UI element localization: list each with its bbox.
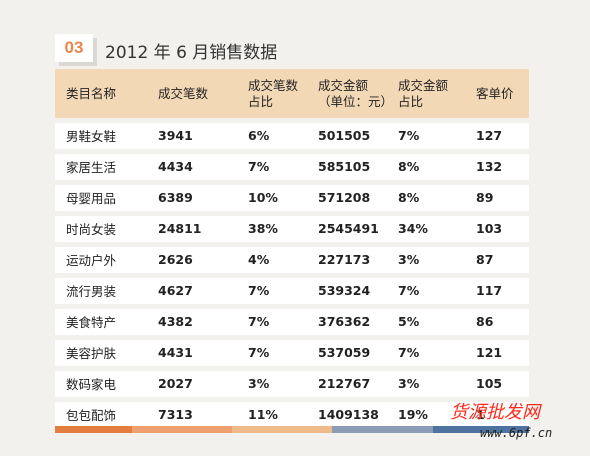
color-bar-segment xyxy=(132,426,232,433)
table-row: 数码家电 2027 3% 212767 3% 105 xyxy=(55,370,529,397)
cell-amount-share: 8% xyxy=(398,159,420,175)
color-bar-segment xyxy=(332,426,433,433)
cell-amount-share: 7% xyxy=(398,283,420,299)
watermark-text: 货源批发网 xyxy=(450,402,540,423)
cell-order-count: 2626 xyxy=(158,252,193,268)
table-row: 男鞋女鞋 3941 6% 501505 7% 127 xyxy=(55,122,529,149)
header-order-share: 成交笔数 占比 xyxy=(248,77,299,109)
cell-amount-share: 7% xyxy=(398,345,420,361)
cell-category: 美食特产 xyxy=(66,315,117,331)
cell-category: 美容护肤 xyxy=(66,346,117,362)
cell-amount-share: 3% xyxy=(398,376,420,392)
cell-order-count: 3941 xyxy=(158,128,193,144)
cell-avg-order-value: 117 xyxy=(476,283,503,299)
header-amount-share: 成交金额 占比 xyxy=(398,77,449,109)
header-avg-order-value: 客单价 xyxy=(476,85,514,101)
color-bar-segment xyxy=(433,426,529,433)
cell-amount: 571208 xyxy=(318,190,371,206)
table-row: 美容护肤 4431 7% 537059 7% 121 xyxy=(55,339,529,366)
cell-amount: 227173 xyxy=(318,252,371,268)
header-amount: 成交金额 （单位：元） xyxy=(318,77,394,109)
cell-amount-share: 7% xyxy=(398,128,420,144)
cell-amount: 537059 xyxy=(318,345,371,361)
watermark-url: www.6pf.cn xyxy=(480,426,553,440)
sales-table: 类目名称 成交笔数 成交笔数 占比 成交金额 （单位：元） 成交金额 占比 客单… xyxy=(55,69,529,428)
table-row: 母婴用品 6389 10% 571208 8% 89 xyxy=(55,184,529,211)
cell-order-share: 4% xyxy=(248,252,270,268)
cell-avg-order-value: 121 xyxy=(476,345,503,361)
cell-category: 流行男装 xyxy=(66,284,117,300)
cell-category: 母婴用品 xyxy=(66,191,117,207)
cell-order-count: 4382 xyxy=(158,314,193,330)
cell-avg-order-value: 86 xyxy=(476,314,494,330)
cell-avg-order-value: 87 xyxy=(476,252,494,268)
table-row: 运动户外 2626 4% 227173 3% 87 xyxy=(55,246,529,273)
cell-avg-order-value: 127 xyxy=(476,128,503,144)
cell-category: 运动户外 xyxy=(66,253,117,269)
section-number-badge: 03 xyxy=(55,34,93,62)
cell-amount-share: 34% xyxy=(398,221,428,237)
color-bar-segment xyxy=(55,426,132,433)
cell-order-count: 4627 xyxy=(158,283,193,299)
table-row: 包包配饰 7313 11% 1409138 19% 1 xyxy=(55,401,529,428)
cell-avg-order-value: 1 xyxy=(476,407,485,423)
cell-order-share: 11% xyxy=(248,407,278,423)
header-order-count: 成交笔数 xyxy=(158,85,209,101)
cell-order-count: 4434 xyxy=(158,159,193,175)
header-category: 类目名称 xyxy=(66,85,117,101)
table-header: 类目名称 成交笔数 成交笔数 占比 成交金额 （单位：元） 成交金额 占比 客单… xyxy=(55,69,529,118)
cell-amount: 539324 xyxy=(318,283,371,299)
cell-amount-share: 19% xyxy=(398,407,428,423)
table-row: 流行男装 4627 7% 539324 7% 117 xyxy=(55,277,529,304)
cell-avg-order-value: 89 xyxy=(476,190,494,206)
cell-order-share: 7% xyxy=(248,283,270,299)
cell-amount: 376362 xyxy=(318,314,371,330)
cell-amount-share: 8% xyxy=(398,190,420,206)
table-row: 家居生活 4434 7% 585105 8% 132 xyxy=(55,153,529,180)
page-title: 2012 年 6 月销售数据 xyxy=(105,43,278,63)
cell-amount: 2545491 xyxy=(318,221,379,237)
cell-order-share: 7% xyxy=(248,314,270,330)
cell-avg-order-value: 105 xyxy=(476,376,503,392)
table-row: 时尚女装 24811 38% 2545491 34% 103 xyxy=(55,215,529,242)
bottom-color-bar xyxy=(55,426,529,433)
cell-amount: 1409138 xyxy=(318,407,379,423)
table-row: 美食特产 4382 7% 376362 5% 86 xyxy=(55,308,529,335)
cell-order-count: 7313 xyxy=(158,407,193,423)
cell-order-share: 10% xyxy=(248,190,278,206)
cell-order-count: 6389 xyxy=(158,190,193,206)
cell-category: 时尚女装 xyxy=(66,222,117,238)
cell-order-share: 6% xyxy=(248,128,270,144)
cell-order-count: 2027 xyxy=(158,376,193,392)
cell-order-share: 3% xyxy=(248,376,270,392)
cell-amount: 501505 xyxy=(318,128,371,144)
cell-amount-share: 5% xyxy=(398,314,420,330)
cell-category: 数码家电 xyxy=(66,377,117,393)
cell-order-count: 24811 xyxy=(158,221,202,237)
cell-avg-order-value: 103 xyxy=(476,221,503,237)
color-bar-segment xyxy=(232,426,332,433)
cell-amount: 212767 xyxy=(318,376,371,392)
cell-avg-order-value: 132 xyxy=(476,159,503,175)
cell-category: 男鞋女鞋 xyxy=(66,129,117,145)
cell-order-count: 4431 xyxy=(158,345,193,361)
cell-category: 包包配饰 xyxy=(66,408,117,424)
cell-amount: 585105 xyxy=(318,159,371,175)
cell-category: 家居生活 xyxy=(66,160,117,176)
cell-amount-share: 3% xyxy=(398,252,420,268)
cell-order-share: 7% xyxy=(248,159,270,175)
table-body: 男鞋女鞋 3941 6% 501505 7% 127 家居生活 4434 7% 585105 8% 1… xyxy=(55,122,529,428)
cell-order-share: 38% xyxy=(248,221,278,237)
cell-order-share: 7% xyxy=(248,345,270,361)
